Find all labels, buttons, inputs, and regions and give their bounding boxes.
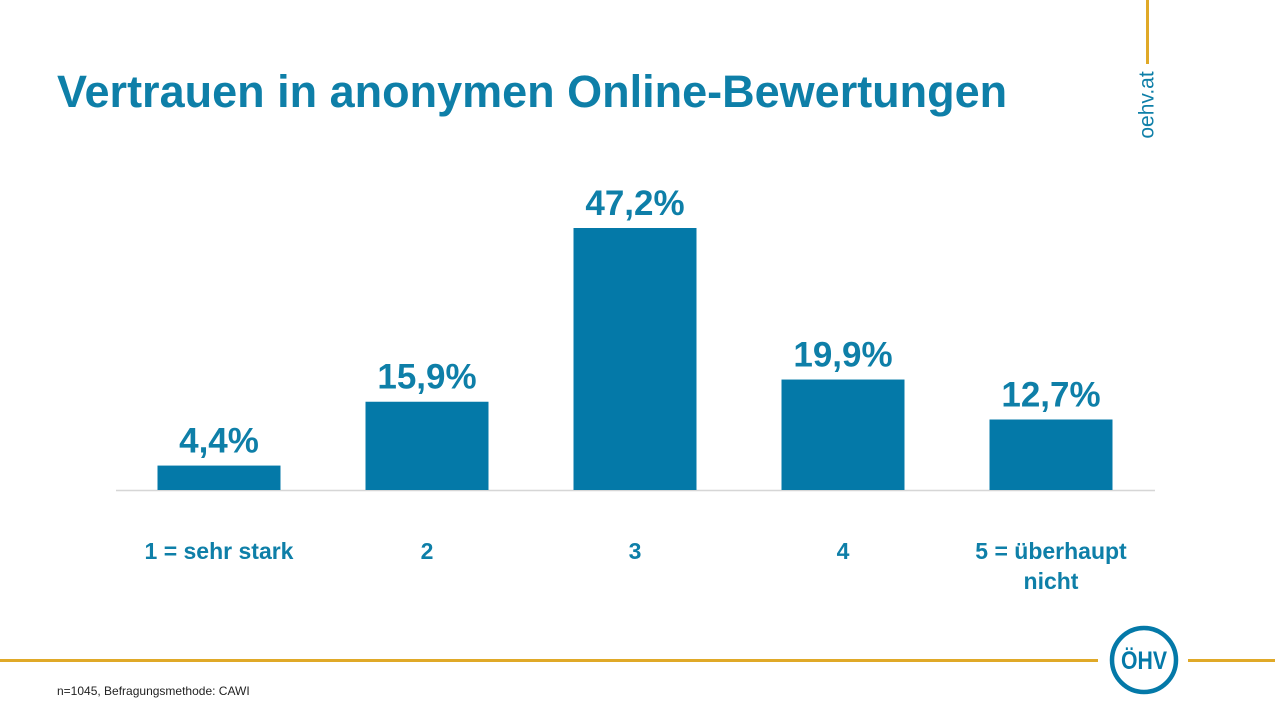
footnote: n=1045, Befragungsmethode: CAWI: [57, 684, 250, 698]
bar-chart: 4,4% 1 = sehr stark 15,9% 2 47,2% 3 19,9% 4 12,7…: [116, 184, 1155, 594]
brand-accent-line: [1146, 0, 1149, 64]
data-label: 12,7%: [1001, 376, 1100, 415]
chart-title: Vertrauen in anonymen Online-Bewertungen: [57, 66, 1008, 117]
footer-line-left: [0, 659, 1098, 662]
bar: [989, 419, 1113, 490]
oehv-logo: ÖHV: [1109, 625, 1179, 695]
x-tick-label: 5 = überhaupt: [975, 538, 1127, 564]
bar: [157, 465, 281, 490]
x-tick-label: 1 = sehr stark: [145, 538, 294, 564]
data-label: 47,2%: [585, 184, 684, 223]
data-label: 15,9%: [377, 358, 476, 397]
x-tick-label: nicht: [1024, 568, 1079, 594]
data-label: 19,9%: [793, 336, 892, 375]
bar: [365, 401, 489, 490]
x-tick-label: 4: [837, 538, 850, 564]
x-tick-label: 3: [629, 538, 642, 564]
data-label: 4,4%: [179, 422, 259, 461]
bar: [781, 379, 905, 490]
x-tick-label: 2: [421, 538, 434, 564]
svg-text:ÖHV: ÖHV: [1121, 646, 1167, 675]
footer-line-right: [1188, 659, 1275, 662]
brand-url-text: oehv.at: [1136, 71, 1159, 138]
brand-url: oehv.at: [1136, 71, 1159, 138]
bar: [573, 228, 697, 490]
